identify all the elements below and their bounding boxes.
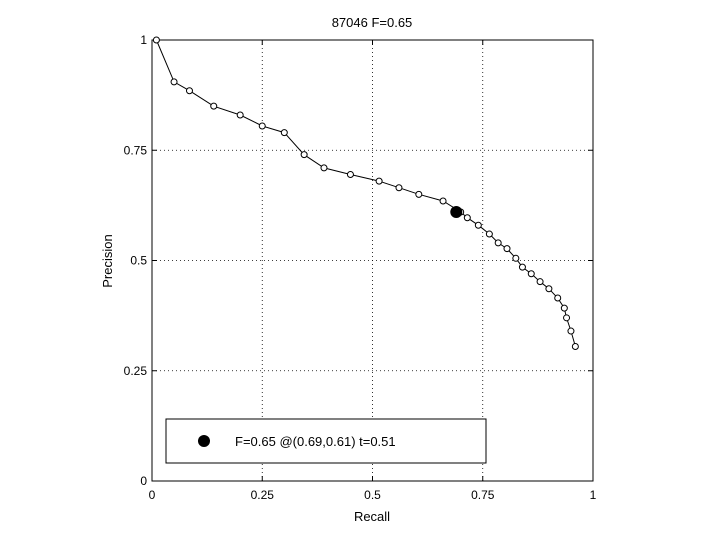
pr-curve-point xyxy=(439,197,447,205)
pr-curve-point xyxy=(258,122,266,130)
pr-curve-point xyxy=(152,36,160,44)
x-tick-label: 1 xyxy=(590,488,597,502)
pr-curve-point xyxy=(536,278,544,286)
grid-layer xyxy=(152,40,593,481)
y-tick-label: 0.75 xyxy=(124,143,148,157)
pr-curve-point xyxy=(571,342,579,350)
pr-curve-point xyxy=(485,230,493,238)
x-tick-label: 0 xyxy=(149,488,156,502)
y-axis-title: Precision xyxy=(100,234,115,287)
legend-label: F=0.65 @(0.69,0.61) t=0.51 xyxy=(235,434,396,449)
best-f-point xyxy=(450,205,463,218)
y-tick-label: 0.5 xyxy=(130,254,147,268)
y-tick-label: 1 xyxy=(140,33,147,47)
pr-curve-point xyxy=(170,78,178,86)
pr-curve-point xyxy=(503,245,511,253)
pr-curve-point xyxy=(554,294,562,302)
pr-curve-point xyxy=(375,177,383,185)
pr-curve-point xyxy=(415,190,423,198)
pr-curve-point xyxy=(474,221,482,229)
pr-curve-point xyxy=(560,304,568,312)
series-layer xyxy=(152,36,579,350)
pr-curve-point xyxy=(527,270,535,278)
x-tick-label: 0.25 xyxy=(251,488,275,502)
pr-curve-point xyxy=(280,129,288,137)
pr-curve-point xyxy=(236,111,244,119)
pr-curve-point xyxy=(567,327,575,335)
tick-layer: 0 0.25 0.5 0.75 1 0 0.25 0.5 0.75 1 xyxy=(124,33,597,502)
pr-curve-point xyxy=(346,171,354,179)
x-tick-label: 0.5 xyxy=(364,488,381,502)
y-tick-label: 0.25 xyxy=(124,364,148,378)
pr-curve-point xyxy=(395,184,403,192)
legend-marker xyxy=(198,435,210,447)
pr-curve-point xyxy=(563,314,571,322)
legend-box xyxy=(165,418,487,464)
pr-curve-point xyxy=(210,102,218,110)
x-tick-label: 0.75 xyxy=(471,488,495,502)
pr-curve-point xyxy=(518,263,526,271)
pr-curve-point xyxy=(320,164,328,172)
pr-curve-point xyxy=(512,254,520,262)
pr-curve-point xyxy=(463,214,471,222)
legend: F=0.65 @(0.69,0.61) t=0.51 xyxy=(165,418,487,464)
y-tick-label: 0 xyxy=(140,474,147,488)
pr-curve-point xyxy=(545,285,553,293)
pr-curve-point xyxy=(300,151,308,159)
plot-title: 87046 F=0.65 xyxy=(332,15,413,30)
pr-curve-point xyxy=(494,239,502,247)
pr-curve-point xyxy=(185,87,193,95)
x-axis-title: Recall xyxy=(354,509,390,524)
